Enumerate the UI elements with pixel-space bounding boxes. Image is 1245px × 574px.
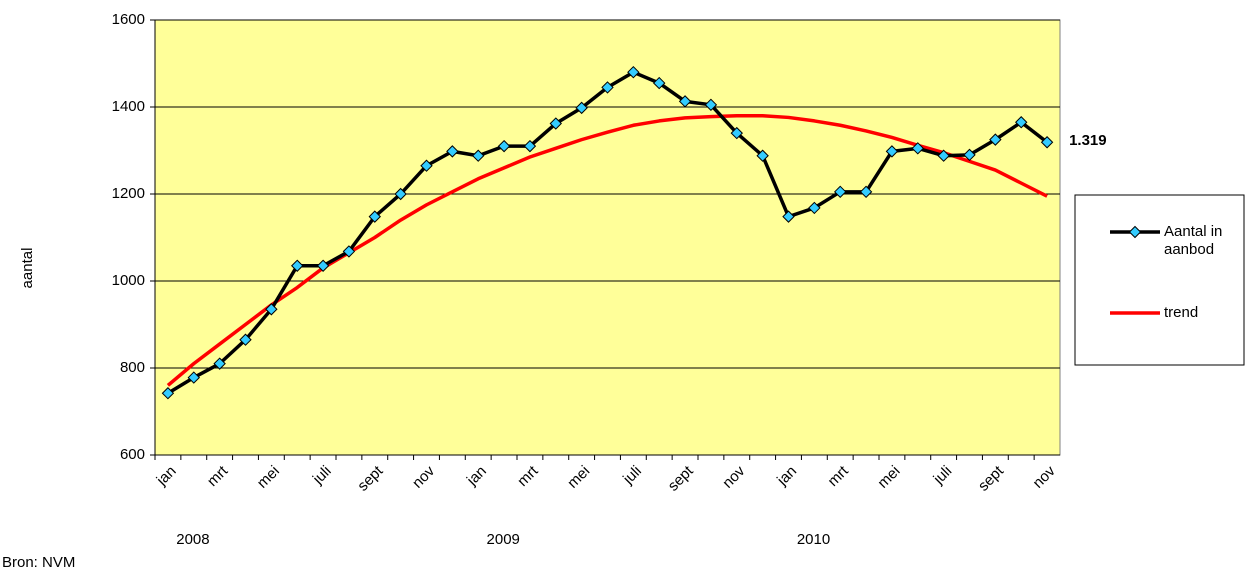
data-point xyxy=(834,185,847,199)
x-tick-label: mrt xyxy=(825,462,853,490)
x-tick-label: nov xyxy=(409,462,438,491)
y-axis-label: aantal xyxy=(19,248,36,289)
data-point xyxy=(239,333,252,346)
data-point xyxy=(678,95,692,108)
x-tick-label: jan xyxy=(463,463,490,490)
x-tick-label: mrt xyxy=(514,462,542,490)
year-label: 2010 xyxy=(797,531,830,548)
x-tick-label: jan xyxy=(773,463,800,490)
x-tick-label: mei xyxy=(874,463,903,492)
data-point xyxy=(782,210,795,223)
series-line xyxy=(166,113,1048,387)
data-point xyxy=(1015,116,1028,129)
source: Bron: NVM xyxy=(2,554,75,571)
data-point xyxy=(704,98,718,112)
data-point xyxy=(394,187,407,201)
y-tick-label: 1200 xyxy=(112,185,145,202)
data-point xyxy=(213,357,226,370)
data-point xyxy=(808,201,821,215)
legend-box xyxy=(1074,194,1245,366)
x-tick-label: sept xyxy=(665,462,698,495)
data-point xyxy=(627,65,640,79)
data-point xyxy=(161,387,175,400)
data-point xyxy=(187,371,200,384)
x-tick-label: nov xyxy=(1030,462,1059,491)
year-label: 2009 xyxy=(487,531,520,548)
data-point xyxy=(316,259,330,272)
x-tick-label: mei xyxy=(254,463,283,492)
data-point xyxy=(911,142,924,155)
data-point xyxy=(937,149,950,162)
data-point xyxy=(368,210,381,223)
y-tick-label: 1000 xyxy=(112,272,145,289)
x-tick-label: sept xyxy=(354,462,387,495)
x-tick-label: juli xyxy=(309,463,335,489)
data-point xyxy=(497,139,511,153)
x-tick-label: juli xyxy=(930,463,956,489)
y-tick-label: 1400 xyxy=(112,98,145,115)
data-point xyxy=(653,76,666,90)
data-point xyxy=(291,259,304,272)
data-label: 1.319 xyxy=(1069,132,1107,149)
x-tick-label: sept xyxy=(975,462,1008,495)
legend-label: trend xyxy=(1164,304,1198,321)
x-tick-label: juli xyxy=(619,463,645,489)
x-tick-label: jan xyxy=(153,463,180,490)
data-point xyxy=(523,139,537,153)
data-point xyxy=(756,149,769,162)
y-tick-label: 800 xyxy=(120,359,145,376)
data-point xyxy=(472,149,485,162)
data-point xyxy=(265,303,278,316)
x-tick-label: nov xyxy=(719,462,748,491)
y-tick-label: 600 xyxy=(120,446,145,463)
data-point xyxy=(963,148,976,162)
data-point xyxy=(575,101,588,115)
data-point xyxy=(601,81,614,94)
y-tick-label: 1600 xyxy=(112,11,145,28)
data-point xyxy=(859,185,873,199)
data-point xyxy=(730,126,743,140)
data-point xyxy=(885,145,899,158)
data-point xyxy=(446,145,459,158)
data-point xyxy=(420,159,433,172)
data-point xyxy=(989,133,1002,146)
legend-marker xyxy=(1128,225,1142,239)
legend-label: Aantal in aanbod xyxy=(1164,223,1222,258)
data-point xyxy=(549,117,562,130)
data-point xyxy=(1040,136,1054,149)
x-tick-label: mrt xyxy=(204,462,232,490)
year-label: 2008 xyxy=(176,531,209,548)
data-point xyxy=(342,245,356,258)
x-tick-label: mei xyxy=(564,463,593,492)
